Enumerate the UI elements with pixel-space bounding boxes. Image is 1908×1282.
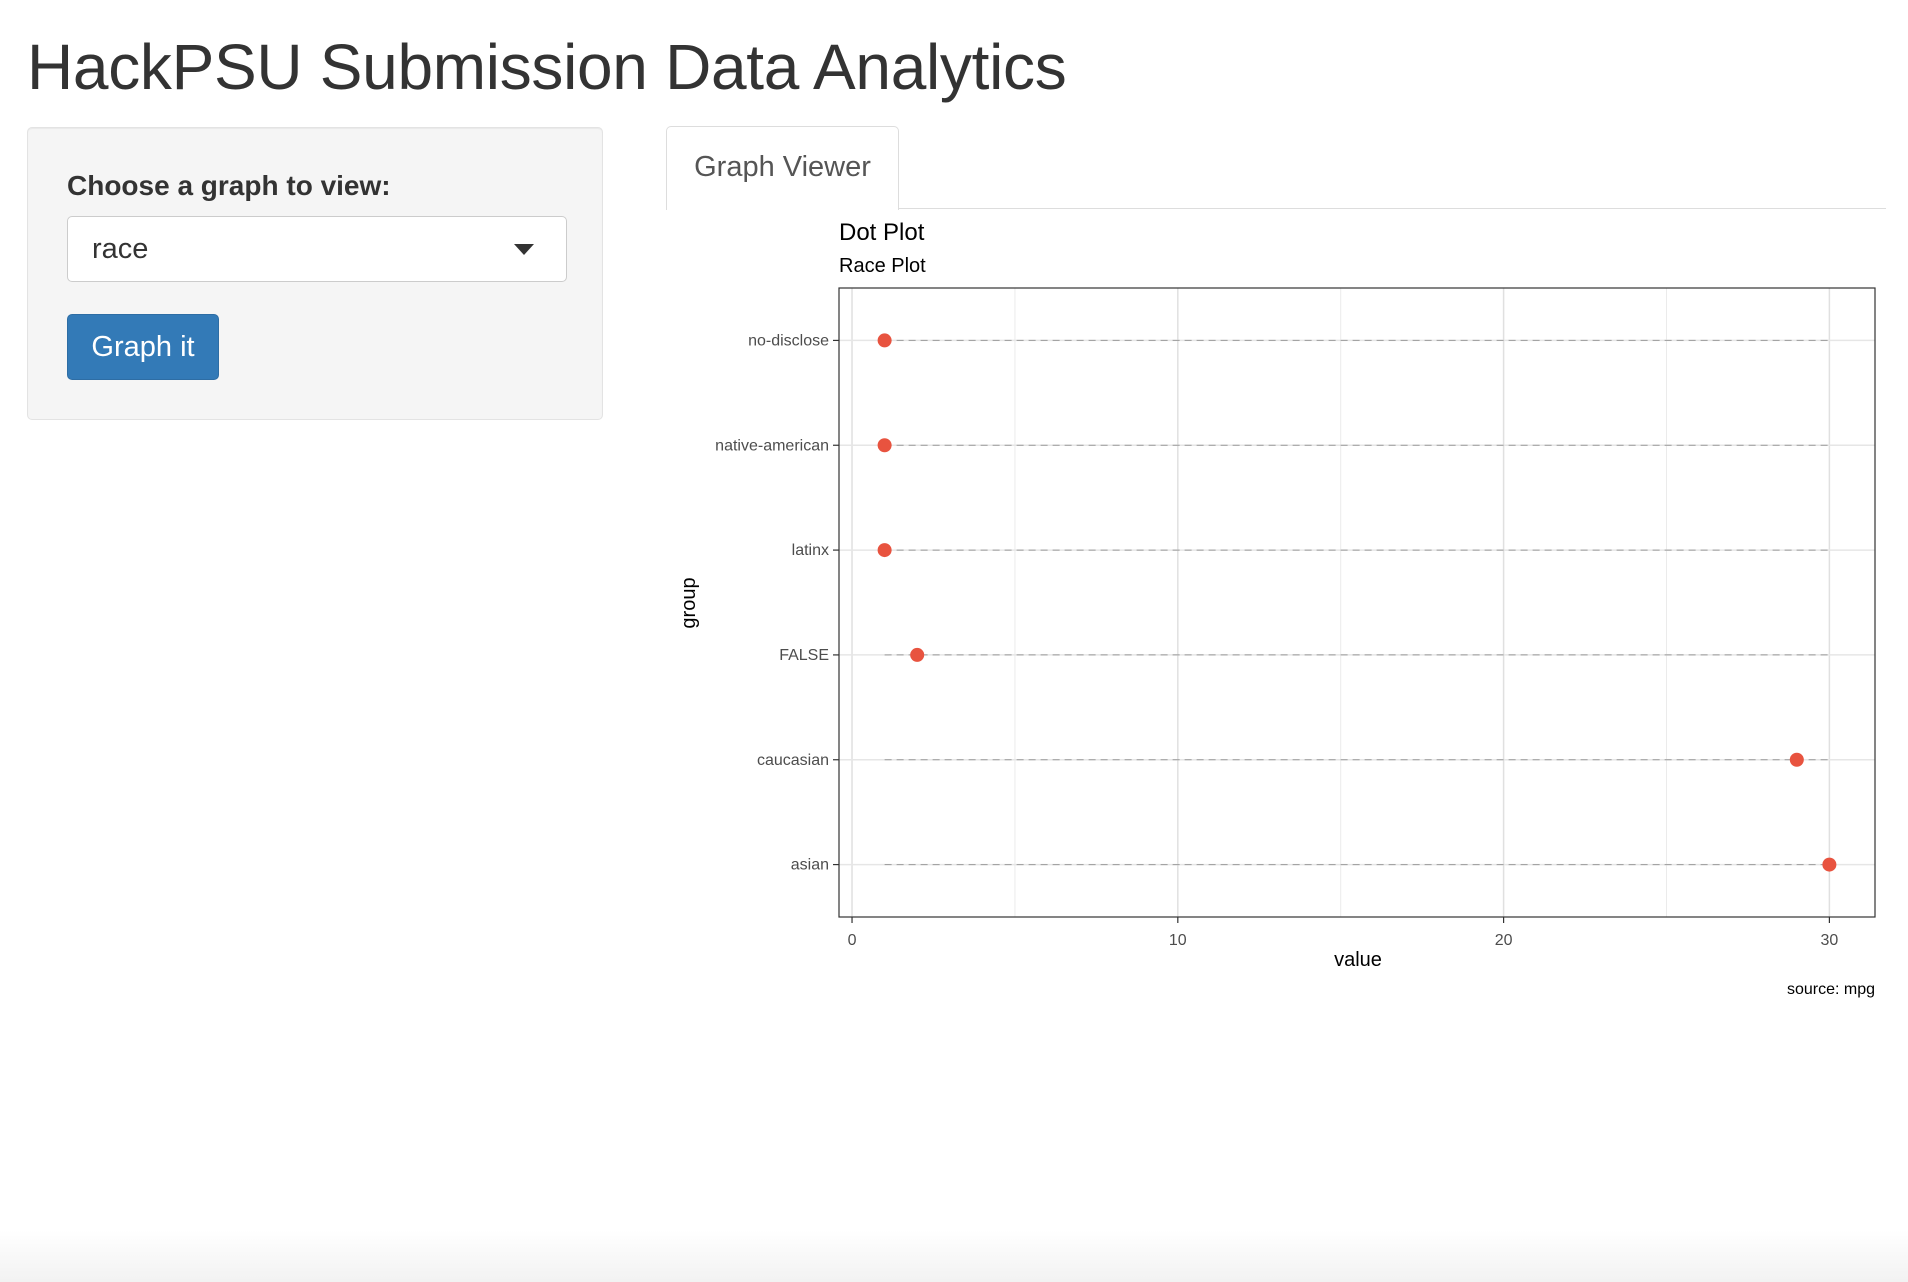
graph-select[interactable]: race <box>67 216 567 282</box>
data-point <box>1789 752 1804 767</box>
graph-select-label: Choose a graph to view: <box>67 170 391 201</box>
y-axis: no-disclose native-american latinx FALSE cau… <box>715 332 839 874</box>
segment-layer <box>884 339 1830 866</box>
window-bottom-edge <box>0 1230 1908 1282</box>
x-tick-label: 20 <box>1495 932 1513 949</box>
chart-subtitle: Race Plot <box>839 255 926 277</box>
x-axis-label: value <box>1334 949 1382 971</box>
tab-graph-viewer-label: Graph Viewer <box>694 151 871 183</box>
data-point <box>910 647 925 662</box>
chart-title: Dot Plot <box>839 219 925 246</box>
x-tick-label: 10 <box>1169 932 1187 949</box>
y-axis-label: group <box>678 577 700 628</box>
data-point <box>877 438 892 453</box>
panel-border <box>838 287 1876 918</box>
y-tick-label: native-american <box>715 437 829 454</box>
x-tick-label: 0 <box>848 932 857 949</box>
data-point <box>1822 857 1837 872</box>
data-point <box>877 333 892 348</box>
y-tick-label: caucasian <box>757 752 829 769</box>
graph-it-button[interactable]: Graph it <box>67 314 219 380</box>
x-tick-label: 30 <box>1820 932 1838 949</box>
tab-graph-viewer[interactable]: Graph Viewer <box>666 126 899 210</box>
chevron-down-icon <box>514 244 534 255</box>
tab-bar-divider <box>666 208 1886 209</box>
grid-layer <box>839 288 1875 917</box>
data-point <box>877 543 892 558</box>
sidebar-panel: Choose a graph to view: race Graph it <box>27 127 603 420</box>
graph-select-value: race <box>92 233 149 265</box>
chart-caption: source: mpg <box>1787 981 1875 998</box>
point-layer <box>877 333 1837 872</box>
page-title: HackPSU Submission Data Analytics <box>27 31 1067 103</box>
dot-plot-chart: Dot Plot Race Plot no-disclose native-ame… <box>678 219 1876 998</box>
y-tick-label: no-disclose <box>748 332 829 349</box>
x-axis: 0 10 20 30 <box>848 917 1838 949</box>
y-tick-label: FALSE <box>779 647 829 664</box>
y-tick-label: asian <box>791 857 829 874</box>
y-tick-label: latinx <box>792 542 829 559</box>
